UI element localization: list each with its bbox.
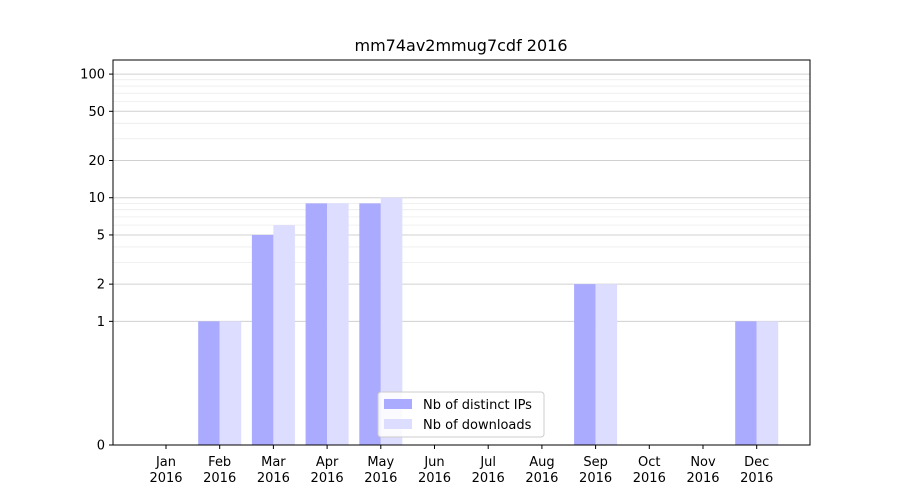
x-tick-label: Jun 2016 bbox=[418, 455, 451, 486]
legend-box bbox=[377, 391, 545, 438]
bar-downloads bbox=[380, 197, 403, 445]
legend-swatch bbox=[384, 419, 412, 429]
x-tick-label: Aug 2016 bbox=[525, 455, 558, 486]
y-tick-label: 1 bbox=[97, 315, 105, 330]
x-tick-label: Mar 2016 bbox=[257, 455, 290, 486]
bars bbox=[198, 197, 779, 445]
legend-label: Nb of distinct IPs bbox=[423, 398, 532, 413]
bar-ips bbox=[574, 284, 596, 445]
y-tick-label: 5 bbox=[97, 228, 105, 243]
legend-swatch bbox=[384, 399, 412, 409]
x-tick-label: May 2016 bbox=[364, 455, 397, 486]
y-tick-label: 100 bbox=[80, 68, 105, 83]
y-tick-label: 50 bbox=[88, 105, 105, 120]
y-tick-label: 20 bbox=[88, 154, 105, 169]
legend-label: Nb of downloads bbox=[423, 418, 532, 433]
bar-ips bbox=[735, 321, 757, 445]
x-tick-label: Apr 2016 bbox=[311, 455, 344, 486]
x-tick-label: Dec 2016 bbox=[740, 455, 773, 486]
chart-title: mm74av2mmug7cdf 2016 bbox=[354, 36, 567, 55]
x-tick-label: Sep 2016 bbox=[579, 455, 612, 486]
bar-ips bbox=[359, 203, 381, 445]
bar-downloads bbox=[756, 321, 779, 445]
x-tick-label: Oct 2016 bbox=[633, 455, 666, 486]
bar-downloads bbox=[219, 321, 242, 445]
x-tick-label: Nov 2016 bbox=[686, 455, 719, 486]
bar-downloads bbox=[327, 203, 349, 445]
bar-downloads bbox=[595, 284, 618, 445]
grid-lines bbox=[113, 73, 810, 322]
y-tick-label: 0 bbox=[97, 439, 105, 454]
bar-ips bbox=[305, 203, 328, 445]
x-tick-label: Jul 2016 bbox=[472, 455, 505, 486]
x-tick-label: Jan 2016 bbox=[149, 455, 182, 486]
bar-downloads bbox=[273, 225, 295, 445]
x-axis: Jan 2016 Feb 2016 Mar 2016 Apr 2016 May 2016 Jun 20… bbox=[149, 445, 773, 486]
y-tick-label: 10 bbox=[88, 191, 105, 206]
plot-frame bbox=[112, 59, 811, 446]
legend: Nb of distinct IPs Nb of downloads bbox=[377, 391, 545, 438]
x-tick-label: Feb 2016 bbox=[203, 455, 236, 486]
bar-ips bbox=[251, 234, 274, 445]
y-axis: 0 1 2 5 10 20 50 100 bbox=[80, 68, 113, 454]
y-tick-label: 2 bbox=[97, 278, 105, 293]
bar-ips bbox=[198, 321, 220, 445]
